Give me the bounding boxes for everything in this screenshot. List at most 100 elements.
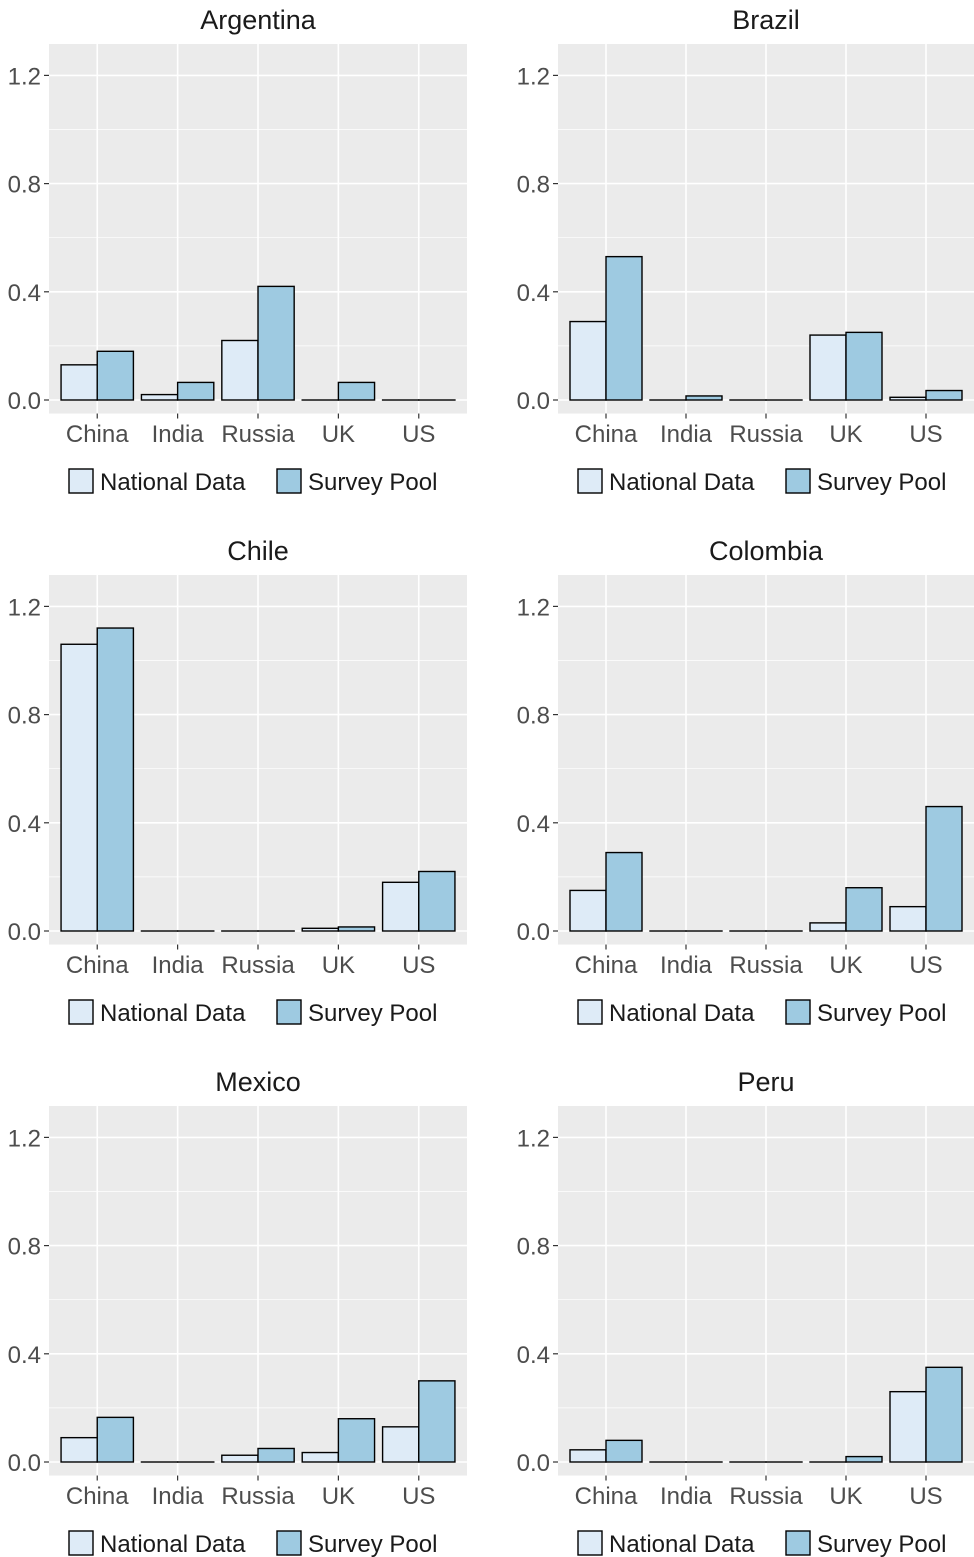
- bar-national-data-china: [569, 889, 607, 932]
- y-tick-label: 0.8: [8, 703, 41, 730]
- panel-peru: Peru 0.0 0.4 0.8 1.2 China India Russia UK US Nati…: [517, 1067, 974, 1557]
- y-tick-label: 0.8: [8, 172, 41, 199]
- x-tick-label: India: [660, 421, 713, 448]
- x-tick-label: UK: [322, 952, 355, 979]
- bar-national-data-uk: [809, 334, 847, 401]
- bar-national-data-china: [569, 320, 607, 401]
- y-tick-label: 0.0: [517, 388, 550, 415]
- legend: National Data Survey Pool: [68, 999, 437, 1027]
- x-tick-label: Russia: [729, 421, 803, 448]
- y-tick-label: 1.2: [517, 1125, 550, 1152]
- legend: National Data Survey Pool: [577, 1530, 946, 1557]
- y-tick-label: 0.0: [517, 919, 550, 946]
- panel-title: Brazil: [732, 5, 800, 35]
- x-tick-label: China: [66, 1483, 129, 1510]
- panel-title: Peru: [737, 1067, 794, 1097]
- x-tick-label: China: [66, 421, 129, 448]
- y-tick-label: 1.2: [517, 63, 550, 90]
- legend: National Data Survey Pool: [577, 999, 946, 1027]
- bar-survey-pool-china: [605, 255, 643, 401]
- y-tick-label: 0.0: [8, 919, 41, 946]
- x-tick-label: UK: [829, 421, 862, 448]
- y-tick-label: 0.8: [517, 1234, 550, 1261]
- x-tick-label: India: [152, 1483, 205, 1510]
- legend-swatch-national-data: [68, 999, 94, 1025]
- legend-swatch-survey-pool: [276, 999, 302, 1025]
- panel-argentina: Argentina 0.0 0.4 0.8 1.2 China India Russia UK U…: [8, 5, 467, 496]
- x-tick-label: China: [575, 421, 638, 448]
- x-tick-label: US: [909, 1483, 942, 1510]
- bar-survey-pool-us: [418, 870, 456, 932]
- x-tick-label: Russia: [221, 952, 295, 979]
- legend-swatch-national-data: [68, 468, 94, 494]
- legend-swatch-national-data: [577, 999, 603, 1025]
- y-tick-label: 0.0: [8, 388, 41, 415]
- bar-survey-pool-us: [925, 1366, 963, 1463]
- bar-survey-pool-china: [96, 350, 135, 401]
- panel-mexico: Mexico 0.0 0.4 0.8 1.2 China India Russia UK US Na…: [8, 1067, 467, 1557]
- bar-survey-pool-china: [96, 1416, 135, 1463]
- legend-swatch-national-data: [577, 1530, 603, 1556]
- bar-survey-pool-china: [605, 1439, 643, 1463]
- bar-national-data-china: [60, 643, 98, 932]
- bar-national-data-russia: [221, 339, 259, 401]
- x-tick-label: US: [402, 421, 435, 448]
- x-tick-label: US: [402, 952, 435, 979]
- y-tick-label: 0.8: [8, 1234, 41, 1261]
- bar-national-data-china: [60, 364, 98, 401]
- bar-national-data-china: [569, 1449, 607, 1463]
- bar-survey-pool-uk: [337, 381, 376, 401]
- bar-national-data-china: [60, 1436, 98, 1463]
- bar-national-data-us: [889, 396, 927, 401]
- legend: National Data Survey Pool: [68, 1530, 437, 1557]
- y-tick-label: 0.4: [8, 1342, 41, 1369]
- panel-colombia: Colombia 0.0 0.4 0.8 1.2 China India Russia UK US…: [517, 536, 974, 1027]
- x-tick-label: UK: [322, 421, 355, 448]
- legend-swatch-survey-pool: [276, 1530, 302, 1556]
- bar-national-data-uk: [301, 927, 340, 932]
- panel-title: Argentina: [200, 5, 317, 35]
- legend-label-survey-pool: Survey Pool: [817, 1000, 946, 1027]
- legend-swatch-survey-pool: [785, 468, 811, 494]
- legend: National Data Survey Pool: [577, 468, 946, 496]
- y-tick-label: 1.2: [8, 1125, 41, 1152]
- legend-label-national-data: National Data: [609, 1531, 755, 1557]
- bar-national-data-us: [381, 881, 420, 932]
- x-tick-label: US: [909, 952, 942, 979]
- x-tick-label: UK: [322, 1483, 355, 1510]
- legend-swatch-national-data: [68, 1530, 94, 1556]
- x-tick-label: China: [575, 1483, 638, 1510]
- panel-brazil: Brazil 0.0 0.4 0.8 1.2 China India Russia UK US Na…: [517, 5, 974, 496]
- bar-national-data-uk: [301, 1451, 340, 1463]
- bar-national-data-us: [889, 1390, 927, 1463]
- x-tick-label: US: [402, 1483, 435, 1510]
- y-tick-label: 0.4: [8, 811, 41, 838]
- panel-chile: Chile 0.0 0.4 0.8 1.2 China India Russia UK US Nat…: [8, 536, 467, 1027]
- y-tick-label: 1.2: [517, 594, 550, 621]
- x-tick-label: UK: [829, 952, 862, 979]
- bar-survey-pool-us: [925, 805, 963, 932]
- x-tick-label: China: [575, 952, 638, 979]
- y-tick-label: 0.4: [517, 811, 550, 838]
- bar-survey-pool-us: [418, 1380, 456, 1463]
- bar-survey-pool-russia: [257, 285, 295, 401]
- legend-swatch-survey-pool: [276, 468, 302, 494]
- legend-label-national-data: National Data: [100, 1000, 246, 1027]
- legend: National Data Survey Pool: [68, 468, 437, 496]
- legend-swatch-survey-pool: [785, 1530, 811, 1556]
- bar-survey-pool-uk: [337, 1418, 376, 1463]
- bar-survey-pool-uk: [845, 331, 883, 401]
- x-tick-label: Russia: [221, 421, 295, 448]
- bar-survey-pool-india: [685, 395, 723, 401]
- panel-title: Colombia: [709, 536, 824, 566]
- x-tick-label: India: [152, 421, 205, 448]
- panel-title: Mexico: [215, 1067, 301, 1097]
- y-tick-label: 0.8: [517, 703, 550, 730]
- legend-swatch-national-data: [577, 468, 603, 494]
- x-tick-label: Russia: [729, 1483, 803, 1510]
- x-tick-label: India: [660, 1483, 713, 1510]
- legend-label-survey-pool: Survey Pool: [308, 469, 437, 496]
- x-tick-label: Russia: [729, 952, 803, 979]
- bar-survey-pool-us: [925, 389, 963, 401]
